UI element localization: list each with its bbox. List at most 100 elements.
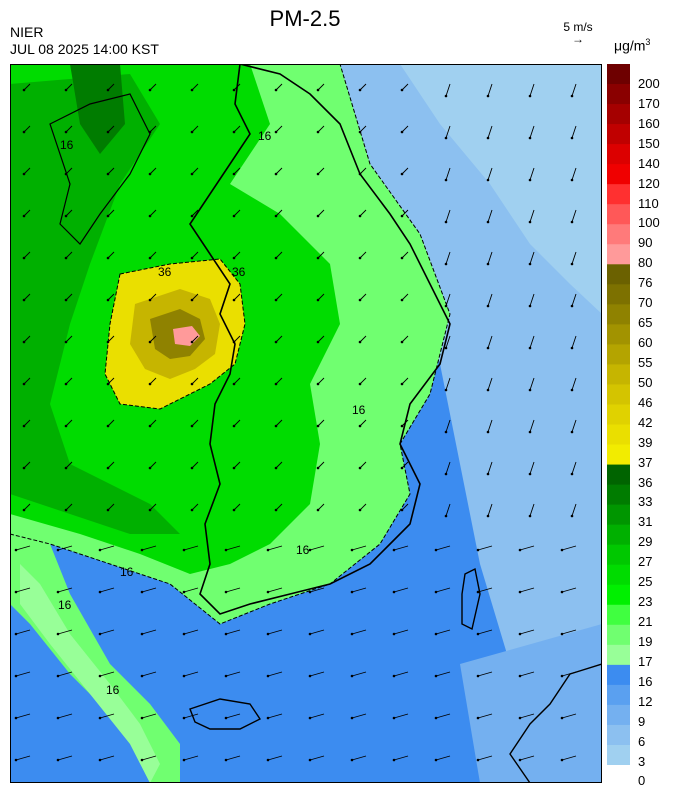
color-scale-tick-label: 19: [638, 634, 653, 649]
wind-arrow-icon: [275, 83, 283, 91]
wind-arrow-head: [98, 548, 102, 552]
wind-arrow-head: [400, 256, 404, 260]
wind-arrow-head: [400, 298, 404, 302]
contour-label: 16: [296, 543, 310, 557]
wind-arrow-head: [434, 674, 438, 678]
wind-arrow-head: [64, 172, 68, 176]
wind-arrow-icon: [275, 419, 283, 427]
color-scale-swatch: [607, 624, 630, 646]
island-jeju: [189, 698, 262, 730]
wind-arrow-icon: [65, 503, 73, 511]
wind-arrow-head: [316, 382, 320, 386]
wind-arrow-icon: [15, 629, 31, 635]
wind-arrow-head: [444, 136, 448, 140]
wind-arrow-icon: [359, 83, 367, 91]
wind-arrow-icon: [401, 503, 409, 511]
wind-arrow-icon: [359, 419, 367, 427]
wind-arrow-icon: [233, 251, 241, 259]
wind-arrow-icon: [23, 461, 31, 469]
contour-label: 36: [232, 265, 246, 279]
wind-arrow-head: [190, 340, 194, 344]
wind-arrow-icon: [141, 545, 157, 551]
color-scale-tick-label: 12: [638, 694, 653, 709]
wind-arrow-head: [400, 88, 404, 92]
wind-arrow-head: [486, 136, 490, 140]
wind-arrow-head: [444, 388, 448, 392]
wind-arrow-head: [316, 298, 320, 302]
wind-arrow-head: [400, 508, 404, 512]
wind-arrow-head: [316, 466, 320, 470]
wind-arrow-head: [308, 674, 312, 678]
wind-arrow-icon: [487, 419, 493, 433]
wind-arrow-icon: [317, 377, 325, 385]
wind-arrow-icon: [225, 671, 241, 677]
wind-arrow-icon: [561, 671, 577, 677]
wind-arrow-icon: [149, 293, 157, 301]
wind-arrow-icon: [23, 167, 31, 175]
wind-arrow-head: [190, 508, 194, 512]
wind-arrow-icon: [401, 293, 409, 301]
contour-label: 16: [120, 565, 134, 579]
wind-arrow-head: [476, 716, 480, 720]
wind-arrow-head: [570, 472, 574, 476]
wind-arrow-head: [518, 548, 522, 552]
coastline-north: [49, 93, 151, 245]
wind-arrow-head: [232, 214, 236, 218]
wind-arrow-icon: [351, 755, 367, 761]
wind-arrow-icon: [445, 461, 451, 475]
wind-arrow-icon: [99, 587, 115, 593]
color-scale-tick-label: 21: [638, 614, 653, 629]
wind-arrow-head: [224, 632, 228, 636]
forecast-datetime: JUL 08 2025 14:00 KST: [10, 41, 159, 57]
color-scale-tick-label: 160: [638, 116, 660, 131]
wind-arrow-icon: [267, 755, 283, 761]
unit-label: μg/m3: [614, 37, 650, 54]
wind-arrow-head: [570, 514, 574, 518]
wind-arrow-head: [22, 508, 26, 512]
wind-arrow-icon: [191, 461, 199, 469]
wind-arrow-head: [274, 424, 278, 428]
wind-arrow-head: [358, 298, 362, 302]
wind-arrow-icon: [393, 629, 409, 635]
wind-arrow-head: [148, 508, 152, 512]
wind-arrow-icon: [487, 167, 493, 181]
sea-field-east-mid: [400, 64, 602, 314]
wind-arrow-head: [22, 340, 26, 344]
wind-arrow-icon: [225, 545, 241, 551]
wind-arrow-icon: [65, 461, 73, 469]
wind-arrow-icon: [445, 83, 451, 97]
wind-arrow-head: [64, 466, 68, 470]
wind-arrow-icon: [317, 83, 325, 91]
wind-arrow-head: [148, 466, 152, 470]
wind-arrow-head: [570, 388, 574, 392]
wind-arrow-head: [106, 172, 110, 176]
wind-reference-label: 5 m/s: [563, 20, 593, 34]
wind-arrow-head: [274, 88, 278, 92]
wind-arrow-icon: [401, 377, 409, 385]
color-scale-swatch: [607, 84, 630, 105]
color-scale-tick-label: 27: [638, 554, 653, 569]
color-scale-swatch: [607, 544, 630, 566]
wind-arrow-head: [274, 130, 278, 134]
wind-arrow-icon: [435, 755, 451, 761]
wind-arrow-icon: [571, 125, 577, 139]
wind-arrow-head: [570, 304, 574, 308]
wind-arrow-icon: [477, 545, 493, 551]
wind-arrow-icon: [191, 503, 199, 511]
color-scale-tick-label: 65: [638, 315, 653, 330]
wind-arrow-head: [486, 472, 490, 476]
color-scale-swatch: [607, 664, 630, 686]
wind-arrow-icon: [317, 251, 325, 259]
color-scale-swatch: [607, 224, 630, 245]
wind-arrow-icon: [561, 755, 577, 761]
wind-arrow-head: [232, 340, 236, 344]
wind-arrow-icon: [57, 671, 73, 677]
wind-arrow-head: [266, 716, 270, 720]
wind-arrow-head: [392, 674, 396, 678]
wind-arrow-icon: [141, 629, 157, 635]
color-scale-swatch: [607, 204, 630, 225]
wind-arrow-head: [350, 632, 354, 636]
wind-arrow-head: [22, 298, 26, 302]
wind-arrow-head: [106, 508, 110, 512]
wind-arrow-head: [266, 590, 270, 594]
